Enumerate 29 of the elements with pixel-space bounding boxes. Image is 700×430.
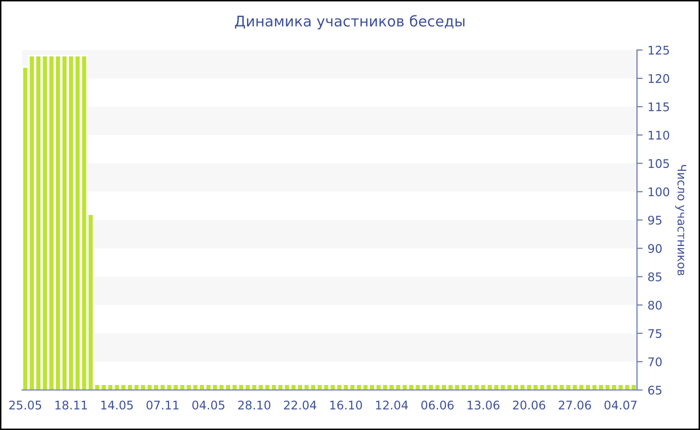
y-tick-label: 70 xyxy=(648,357,662,366)
y-tick-label: 105 xyxy=(648,159,669,168)
y-tick-label: 125 xyxy=(648,46,669,55)
y-tick-label: 85 xyxy=(648,272,662,282)
y-axis-title: Число участников xyxy=(675,164,686,276)
x-tick-label: 22.04 xyxy=(284,400,316,410)
x-tick-label: 18.11 xyxy=(55,400,87,410)
chart-title: Динамика участников беседы xyxy=(235,15,464,30)
x-tick-label: 16.10 xyxy=(330,400,362,410)
y-tick-label: 115 xyxy=(648,102,669,112)
y-tick-label: 75 xyxy=(648,329,662,338)
x-tick-label: 04.05 xyxy=(192,400,224,410)
y-tick-label: 110 xyxy=(648,130,670,140)
x-tick-label: 27.06 xyxy=(558,400,591,410)
y-tick-label: 95 xyxy=(648,216,662,225)
x-tick-label: 14.05 xyxy=(101,400,133,410)
x-tick-label: 12.04 xyxy=(376,400,408,410)
x-tick-label: 20.06 xyxy=(513,400,546,410)
x-tick-label: 13.06 xyxy=(468,400,500,410)
y-tick-label: 80 xyxy=(648,300,662,310)
y-tick-label: 65 xyxy=(648,386,662,395)
y-tick-label: 90 xyxy=(648,244,662,253)
x-tick-label: 25.05 xyxy=(9,400,42,410)
x-tick-label: 28.10 xyxy=(238,400,270,410)
x-tick-label: 04.07 xyxy=(604,400,637,410)
x-tick-label: 06.06 xyxy=(421,400,454,410)
y-tick-label: 120 xyxy=(648,74,670,83)
y-tick-label: 100 xyxy=(648,187,670,196)
x-tick-label: 07.11 xyxy=(146,400,178,410)
